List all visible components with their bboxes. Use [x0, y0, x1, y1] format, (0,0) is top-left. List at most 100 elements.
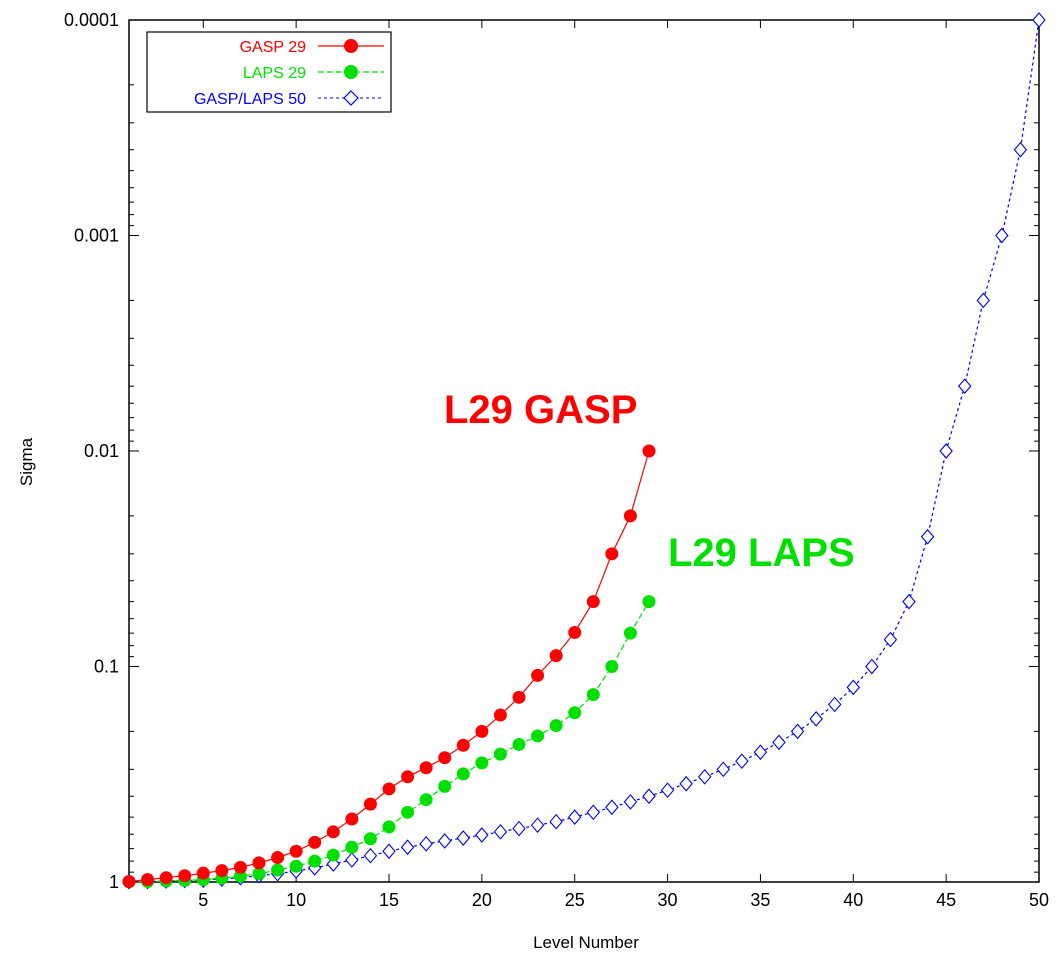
- plot-frame: [128, 19, 1040, 883]
- y-axis-ticks: 1 0.1 0.01 0.001 0.0001: [64, 10, 1039, 892]
- data-point: [883, 631, 898, 648]
- data-point: [401, 805, 415, 819]
- x-tick-label: 30: [658, 890, 678, 910]
- data-point: [827, 696, 842, 713]
- data-point: [809, 711, 823, 727]
- y-tick-label: 0.0001: [64, 10, 119, 30]
- x-tick-label: 10: [286, 890, 306, 910]
- data-point: [531, 668, 545, 682]
- data-point: [493, 747, 507, 761]
- data-point: [846, 679, 861, 696]
- data-point: [716, 761, 731, 778]
- series-line: [128, 19, 1040, 883]
- legend-marker-gasplaps50: [343, 90, 359, 106]
- annotation-laps: L29 LAPS: [668, 531, 855, 575]
- data-point: [363, 847, 378, 864]
- data-point: [531, 729, 545, 743]
- data-point: [178, 869, 192, 883]
- data-point: [567, 809, 582, 825]
- y-tick-label: 0.1: [94, 657, 119, 677]
- data-point: [382, 782, 396, 796]
- data-point: [419, 761, 433, 775]
- data-point: [512, 820, 526, 837]
- data-point: [995, 227, 1009, 244]
- data-point: [1013, 141, 1028, 158]
- y-tick-label: 1: [109, 872, 119, 892]
- x-axis-title: Level Number: [533, 933, 639, 952]
- legend-marker-laps29: [344, 65, 358, 79]
- data-point: [586, 595, 600, 609]
- data-point: [363, 797, 377, 811]
- data-point: [512, 737, 526, 751]
- data-point: [623, 794, 638, 810]
- data-point: [401, 770, 415, 784]
- data-point: [456, 767, 470, 781]
- data-point: [735, 753, 749, 770]
- legend-label-gasplaps50: GASP/LAPS 50: [194, 91, 306, 108]
- data-point: [586, 688, 600, 702]
- data-point: [308, 835, 322, 849]
- data-point: [605, 799, 619, 816]
- data-point: [289, 844, 303, 858]
- data-point: [772, 734, 786, 751]
- data-point: [271, 863, 285, 877]
- data-point: [939, 443, 953, 459]
- data-point: [252, 867, 266, 881]
- series-line: [128, 601, 650, 883]
- series-layer: [122, 12, 1046, 890]
- x-tick-label: 35: [750, 890, 770, 910]
- x-tick-label: 45: [936, 890, 956, 910]
- legend-label-gasp29: GASP 29: [240, 39, 307, 56]
- series-gasp-laps-50: [122, 12, 1046, 890]
- series-gasp-29: [122, 444, 656, 889]
- data-point: [957, 378, 972, 394]
- legend: GASP 29 LAPS 29 GASP/LAPS 50: [146, 31, 392, 113]
- data-point: [122, 875, 136, 889]
- data-point: [456, 738, 470, 752]
- data-point: [475, 724, 489, 738]
- y-axis-title: Sigma: [17, 437, 36, 486]
- data-point: [642, 788, 656, 805]
- x-tick-label: 50: [1029, 890, 1049, 910]
- data-point: [493, 823, 508, 840]
- data-point: [437, 833, 452, 849]
- data-point: [623, 626, 637, 640]
- data-point: [475, 827, 489, 843]
- data-point: [660, 782, 675, 799]
- data-point: [865, 658, 879, 675]
- data-point: [196, 866, 210, 880]
- data-point: [642, 444, 656, 458]
- x-tick-label: 5: [198, 890, 208, 910]
- data-point: [902, 593, 916, 610]
- data-point: [438, 751, 452, 765]
- data-point: [326, 848, 340, 862]
- data-point: [605, 547, 619, 561]
- data-point: [512, 690, 526, 704]
- data-point: [549, 719, 563, 733]
- data-point: [549, 813, 563, 830]
- data-point: [400, 839, 415, 856]
- data-point: [493, 708, 507, 722]
- data-point: [920, 528, 935, 545]
- y-tick-label: 0.001: [74, 226, 119, 246]
- data-point: [252, 856, 266, 870]
- data-point: [345, 812, 359, 826]
- data-point: [363, 832, 377, 846]
- data-point: [623, 509, 637, 523]
- data-point: [753, 744, 768, 761]
- data-point: [345, 852, 359, 868]
- x-tick-label: 40: [843, 890, 863, 910]
- data-point: [642, 595, 656, 609]
- data-point: [568, 625, 582, 639]
- x-tick-label: 20: [472, 890, 492, 910]
- data-point: [345, 840, 359, 854]
- legend-marker-gasp29: [344, 39, 358, 53]
- data-point: [233, 860, 247, 874]
- y-tick-label: 0.01: [84, 441, 119, 461]
- data-point: [159, 871, 173, 885]
- annotation-gasp: L29 GASP: [444, 388, 637, 432]
- data-point: [549, 649, 563, 663]
- data-point: [419, 835, 433, 852]
- data-point: [438, 779, 452, 793]
